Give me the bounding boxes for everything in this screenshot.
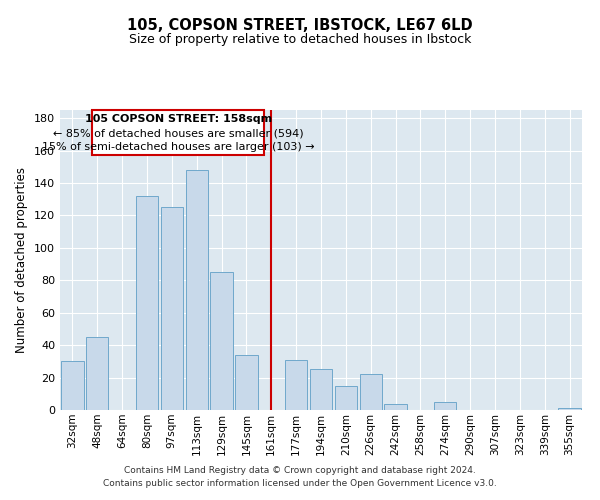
Text: 105 COPSON STREET: 158sqm: 105 COPSON STREET: 158sqm	[85, 114, 272, 124]
Bar	[385, 404, 407, 410]
FancyBboxPatch shape	[92, 110, 264, 156]
Bar	[86, 337, 109, 410]
Bar	[434, 402, 457, 410]
Bar	[559, 408, 581, 410]
Bar	[211, 272, 233, 410]
Bar	[185, 170, 208, 410]
Bar	[235, 355, 257, 410]
Text: 105, COPSON STREET, IBSTOCK, LE67 6LD: 105, COPSON STREET, IBSTOCK, LE67 6LD	[127, 18, 473, 32]
Bar	[61, 362, 83, 410]
Bar	[310, 370, 332, 410]
Bar	[335, 386, 357, 410]
Y-axis label: Number of detached properties: Number of detached properties	[16, 167, 28, 353]
Bar	[285, 360, 307, 410]
Text: Contains HM Land Registry data © Crown copyright and database right 2024.
Contai: Contains HM Land Registry data © Crown c…	[103, 466, 497, 487]
Text: 15% of semi-detached houses are larger (103) →: 15% of semi-detached houses are larger (…	[42, 142, 314, 152]
Bar	[161, 208, 183, 410]
Text: ← 85% of detached houses are smaller (594): ← 85% of detached houses are smaller (59…	[53, 128, 304, 138]
Text: Size of property relative to detached houses in Ibstock: Size of property relative to detached ho…	[129, 32, 471, 46]
Bar	[136, 196, 158, 410]
Bar	[359, 374, 382, 410]
